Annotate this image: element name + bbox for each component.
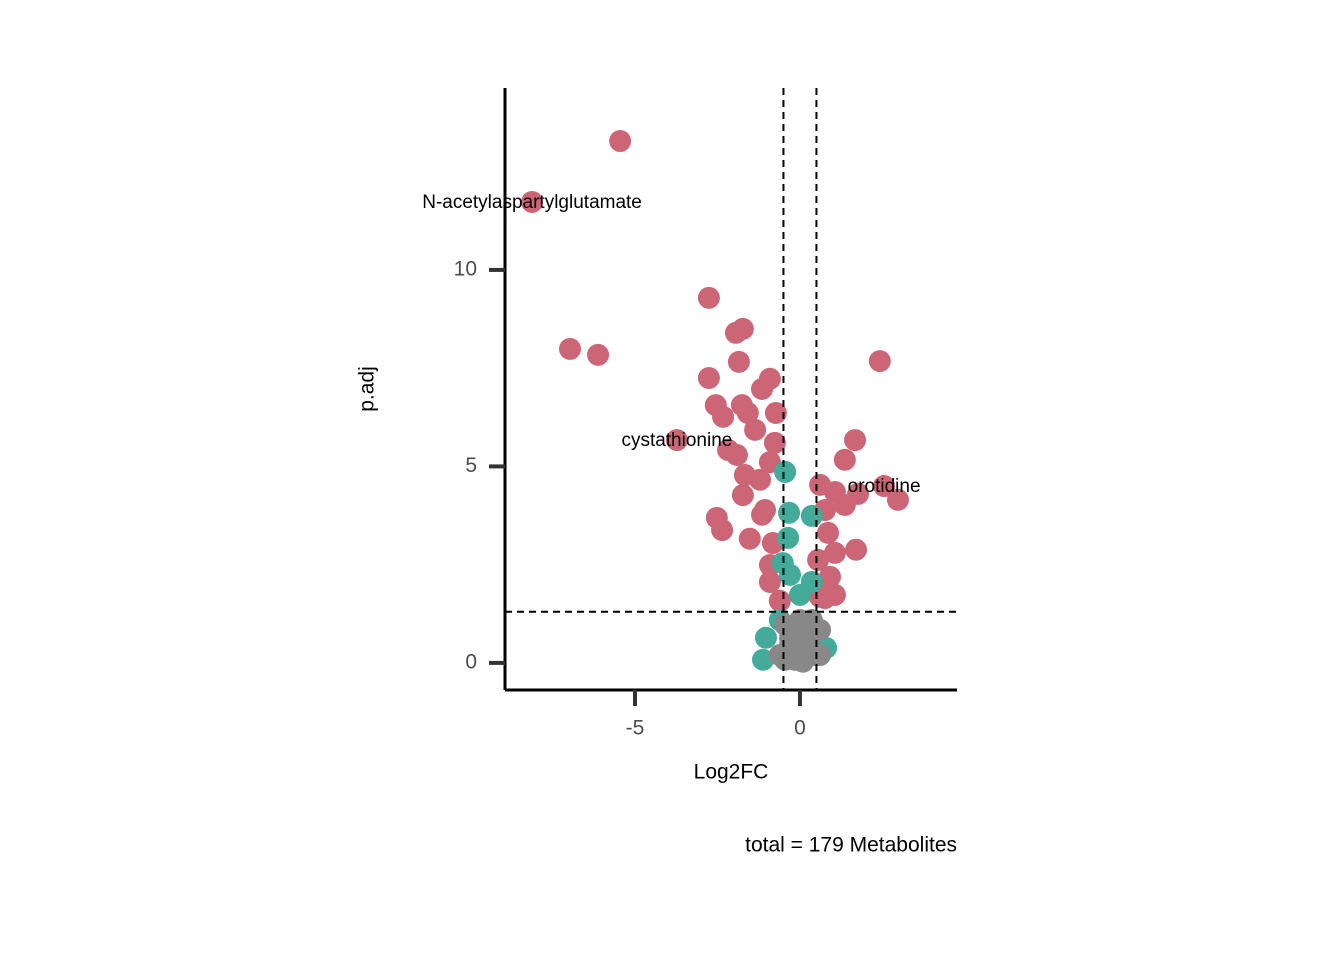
point xyxy=(786,628,809,651)
point xyxy=(823,541,846,564)
x-tick-label: 0 xyxy=(794,717,806,740)
point xyxy=(768,589,791,612)
point xyxy=(800,504,823,527)
point xyxy=(886,488,909,511)
point xyxy=(833,448,856,471)
point xyxy=(727,350,750,373)
point xyxy=(738,527,761,550)
point xyxy=(754,626,777,649)
point xyxy=(697,286,720,309)
point xyxy=(558,337,581,360)
point xyxy=(774,460,797,483)
point xyxy=(744,418,767,441)
point xyxy=(778,501,801,524)
point xyxy=(731,484,754,507)
annotation: cystathionine xyxy=(621,430,732,451)
annotation: N-acetylaspartylglutamate xyxy=(422,192,642,213)
y-axis-label: p.adj xyxy=(356,366,379,412)
point xyxy=(587,343,610,366)
point xyxy=(774,648,797,671)
point xyxy=(779,563,802,586)
point xyxy=(788,583,811,606)
point xyxy=(731,317,754,340)
point xyxy=(758,570,781,593)
point xyxy=(697,366,720,389)
point xyxy=(751,378,774,400)
point xyxy=(814,587,837,610)
point xyxy=(800,609,823,632)
y-tick-label: 0 xyxy=(465,650,477,673)
point xyxy=(809,644,832,667)
x-axis-label: Log2FC xyxy=(694,761,769,784)
y-tick-label: 10 xyxy=(454,257,477,280)
annotation: orotidine xyxy=(848,476,921,497)
point xyxy=(763,431,786,454)
point xyxy=(665,429,688,452)
point xyxy=(764,401,787,424)
point xyxy=(751,503,774,526)
point xyxy=(844,429,867,452)
x-tick-label: -5 xyxy=(626,717,645,740)
point xyxy=(736,401,759,424)
y-tick-label: 5 xyxy=(465,454,477,477)
point xyxy=(845,538,868,561)
point xyxy=(752,648,775,671)
point xyxy=(609,130,632,153)
point xyxy=(816,521,839,544)
point xyxy=(868,350,891,373)
point xyxy=(711,519,734,542)
point xyxy=(791,650,814,673)
point xyxy=(873,475,896,498)
point xyxy=(807,548,830,571)
point xyxy=(725,444,748,467)
point xyxy=(777,526,800,549)
point xyxy=(833,493,856,516)
point xyxy=(749,468,772,491)
point xyxy=(712,405,735,428)
caption: total = 179 Metabolites xyxy=(745,834,957,857)
point xyxy=(521,190,544,213)
